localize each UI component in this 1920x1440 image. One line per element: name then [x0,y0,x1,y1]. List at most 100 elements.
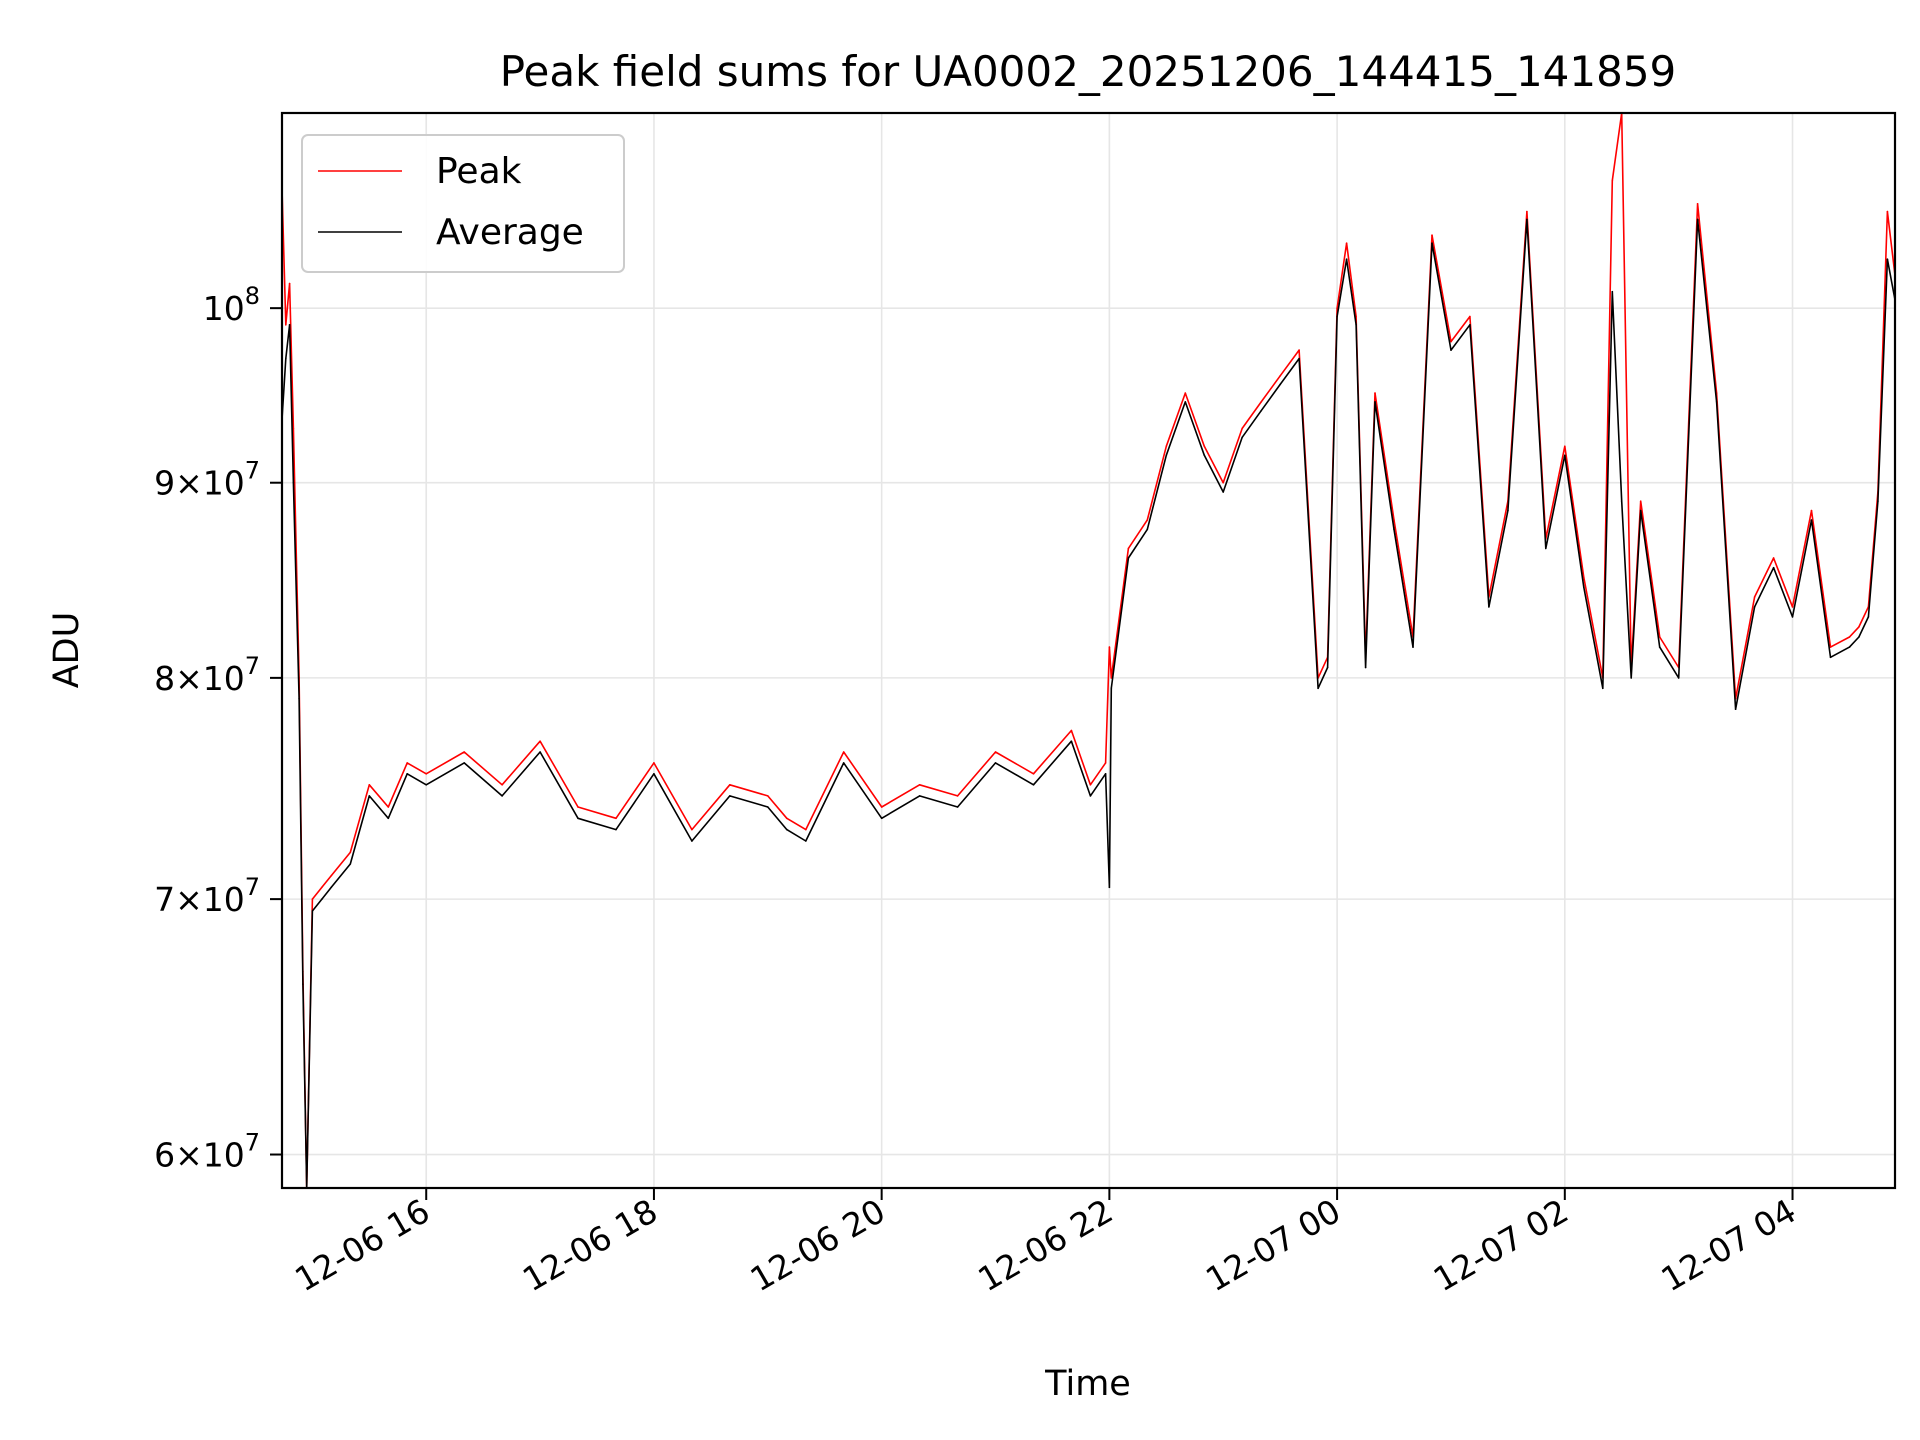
data-point [1298,349,1300,351]
data-point [1545,547,1547,550]
data-point [1583,576,1585,579]
data-point [767,806,769,808]
data-point [842,762,845,764]
y-tick-label: 108 [203,282,260,328]
data-point [1829,646,1832,648]
series-points-average [281,218,1896,1189]
data-point [1110,687,1113,690]
data-point [729,795,731,797]
data-point [1450,349,1452,351]
data-point [330,886,333,889]
data-point [1412,646,1414,648]
y-tick-label: 6×107 [154,1129,260,1175]
data-point [1279,375,1281,377]
data-point [615,828,617,831]
data-point [463,751,466,753]
data-point [1127,557,1130,559]
data-point [691,828,693,831]
series-points-peak [281,112,1896,1189]
data-point [577,806,579,808]
data-point [292,481,295,484]
data-point [1203,454,1206,457]
data-point [1564,445,1566,448]
y-tick-label: 9×107 [154,457,260,503]
grid [282,113,1895,1188]
chart-title: Peak field sums for UA0002_20251206_1444… [500,47,1677,96]
data-point [1810,509,1813,512]
data-point [1715,401,1718,403]
legend: Peak Average [301,134,625,273]
data-point [1611,179,1614,182]
legend-label-peak: Peak [436,151,522,192]
data-point [1431,234,1433,236]
data-point [288,282,291,285]
data-point [285,324,287,326]
data-point [1279,383,1281,386]
data-point [1630,677,1632,679]
data-point [1877,500,1879,503]
data-point [1104,762,1107,764]
data-point [653,762,655,764]
y-axis-label: ADU [47,612,87,689]
data-point [956,795,959,797]
data-point [1165,445,1168,448]
data-point [1772,566,1775,569]
data-point [1326,666,1329,669]
data-point [805,840,807,842]
data-point [1564,454,1566,457]
data-point [1184,392,1187,394]
data-point [1241,427,1243,430]
data-point [729,784,731,786]
data-point [285,357,287,360]
data-point [1032,784,1035,786]
data-point [956,806,959,808]
data-point [767,795,769,797]
data-point [1848,646,1851,648]
data-point [577,817,579,820]
data-point [1526,210,1528,213]
data-point [1753,606,1756,608]
data-point [1336,307,1338,310]
data-point [1507,509,1509,512]
data-point [368,795,371,797]
data-point [1364,666,1367,669]
data-point [425,773,428,775]
data-point [1345,242,1348,244]
data-point [1393,519,1395,521]
data-point [330,874,333,877]
data-point [1089,784,1092,786]
x-axis-label: Time [1044,1364,1131,1404]
data-point [539,740,541,742]
data-point [539,751,541,753]
data-point [994,751,997,753]
data-point [1858,636,1860,638]
x-tick-label: 12-07 04 [1655,1191,1803,1299]
data-point [288,324,291,326]
data-point [1222,491,1224,493]
data-point [1203,445,1206,448]
data-point [1104,773,1107,775]
data-point [1526,218,1528,221]
series-line-peak [281,112,1896,1189]
data-point [406,762,409,764]
data-point [1089,795,1092,797]
data-point [1696,218,1699,221]
data-point [501,795,503,797]
data-point [1658,636,1661,638]
data-point [1374,392,1376,394]
data-point [1146,519,1149,521]
data-point [918,795,921,797]
data-point [1374,401,1376,403]
data-point [1469,324,1471,326]
data-point [292,427,295,430]
data-point [1222,481,1224,484]
data-point [1848,636,1851,638]
data-point [918,784,921,786]
data-point [1108,646,1111,648]
y-axis-ticks: 6×107 7×107 8×107 9×107 108 [154,282,282,1175]
data-point [387,817,390,820]
data-point [1146,528,1149,531]
data-point [1108,886,1111,889]
